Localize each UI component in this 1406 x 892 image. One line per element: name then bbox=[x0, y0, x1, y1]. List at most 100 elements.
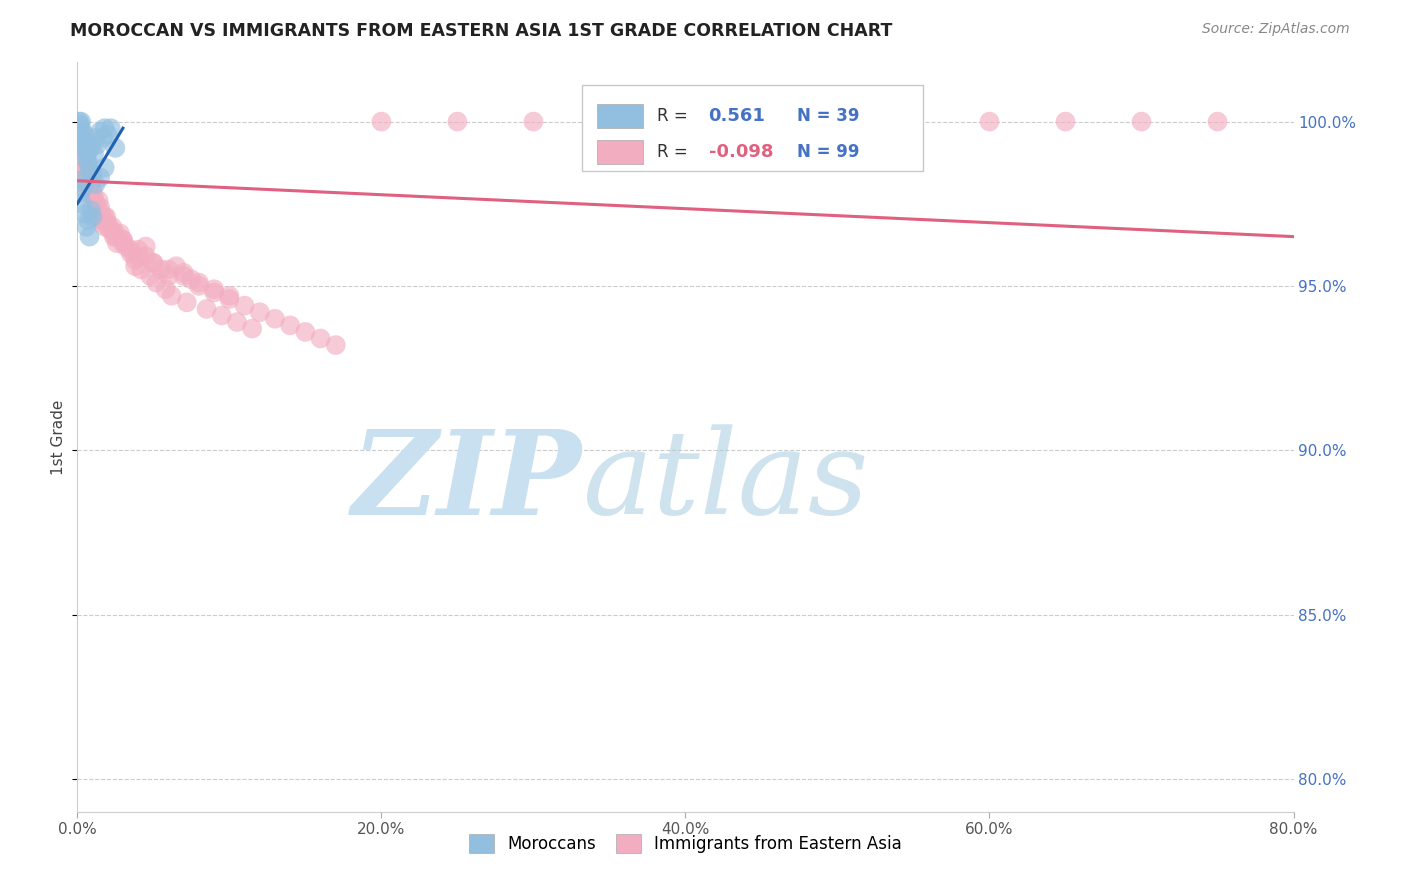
Point bbox=[105, 236, 128, 251]
Point bbox=[67, 114, 90, 128]
Point bbox=[82, 210, 104, 224]
Point bbox=[75, 147, 97, 161]
Point bbox=[446, 114, 468, 128]
Point bbox=[82, 186, 104, 201]
Point bbox=[979, 114, 1001, 128]
Text: ZIP: ZIP bbox=[352, 425, 582, 540]
Point bbox=[84, 196, 107, 211]
Point bbox=[79, 229, 101, 244]
Point bbox=[173, 268, 195, 283]
Point bbox=[1054, 114, 1077, 128]
Point bbox=[75, 141, 97, 155]
Point bbox=[75, 161, 97, 175]
Text: Source: ZipAtlas.com: Source: ZipAtlas.com bbox=[1202, 22, 1350, 37]
Point bbox=[157, 268, 180, 283]
Point bbox=[70, 141, 93, 155]
Point bbox=[325, 338, 347, 352]
Point bbox=[80, 141, 103, 155]
Point bbox=[108, 227, 131, 241]
Point bbox=[903, 114, 925, 128]
Point bbox=[188, 276, 211, 290]
Point bbox=[309, 331, 332, 345]
Point bbox=[142, 256, 165, 270]
Point bbox=[70, 196, 93, 211]
Point bbox=[675, 114, 697, 128]
Point bbox=[73, 128, 96, 142]
Point bbox=[202, 285, 225, 300]
Point bbox=[72, 180, 94, 194]
Point bbox=[77, 167, 100, 181]
Point bbox=[101, 219, 124, 234]
Point bbox=[69, 186, 91, 201]
Point bbox=[75, 219, 97, 234]
Text: N = 99: N = 99 bbox=[797, 143, 860, 161]
Point bbox=[120, 246, 142, 260]
Point bbox=[103, 229, 125, 244]
Point bbox=[278, 318, 301, 333]
Point bbox=[1206, 114, 1229, 128]
Point bbox=[240, 321, 263, 335]
Point bbox=[111, 236, 134, 251]
Point bbox=[79, 186, 101, 201]
FancyBboxPatch shape bbox=[582, 85, 922, 171]
Point bbox=[76, 154, 98, 169]
Point bbox=[72, 124, 94, 138]
Point bbox=[89, 170, 111, 185]
Point bbox=[80, 177, 103, 191]
Point bbox=[69, 118, 91, 132]
Text: N = 39: N = 39 bbox=[797, 107, 860, 126]
Text: -0.098: -0.098 bbox=[709, 143, 773, 161]
Text: atlas: atlas bbox=[582, 425, 869, 540]
Point bbox=[111, 233, 134, 247]
Point bbox=[127, 249, 149, 263]
Point bbox=[155, 282, 177, 296]
Point bbox=[149, 262, 172, 277]
Point bbox=[69, 134, 91, 148]
Point bbox=[188, 279, 211, 293]
Point bbox=[72, 137, 94, 152]
Point bbox=[70, 114, 93, 128]
Point bbox=[69, 128, 91, 142]
Point bbox=[249, 305, 271, 319]
Point bbox=[82, 167, 104, 181]
Point bbox=[75, 174, 97, 188]
Point bbox=[202, 282, 225, 296]
Point bbox=[77, 157, 100, 171]
Y-axis label: 1st Grade: 1st Grade bbox=[51, 400, 66, 475]
Point bbox=[73, 154, 96, 169]
Point bbox=[91, 131, 114, 145]
Point bbox=[79, 180, 101, 194]
Point bbox=[83, 147, 105, 161]
Point bbox=[97, 128, 120, 142]
Point bbox=[96, 210, 118, 224]
Point bbox=[93, 219, 115, 234]
Point bbox=[91, 213, 114, 227]
Point bbox=[72, 151, 94, 165]
Point bbox=[100, 223, 122, 237]
Point bbox=[226, 315, 249, 329]
Point bbox=[129, 262, 152, 277]
Point bbox=[84, 177, 107, 191]
Point bbox=[89, 213, 111, 227]
FancyBboxPatch shape bbox=[596, 140, 643, 163]
Point bbox=[77, 213, 100, 227]
Point bbox=[97, 217, 120, 231]
Point bbox=[145, 276, 167, 290]
Point bbox=[218, 292, 240, 306]
Point bbox=[124, 259, 146, 273]
Point bbox=[211, 309, 233, 323]
Point bbox=[93, 121, 115, 136]
Point bbox=[83, 190, 105, 204]
Point bbox=[751, 114, 773, 128]
Point bbox=[135, 239, 157, 253]
Point bbox=[84, 131, 107, 145]
Point bbox=[135, 249, 157, 263]
Point bbox=[264, 311, 287, 326]
Point bbox=[67, 174, 90, 188]
Point bbox=[70, 131, 93, 145]
Point bbox=[1130, 114, 1153, 128]
Point bbox=[100, 121, 122, 136]
Point bbox=[173, 266, 195, 280]
Point bbox=[89, 124, 111, 138]
Point bbox=[70, 144, 93, 158]
